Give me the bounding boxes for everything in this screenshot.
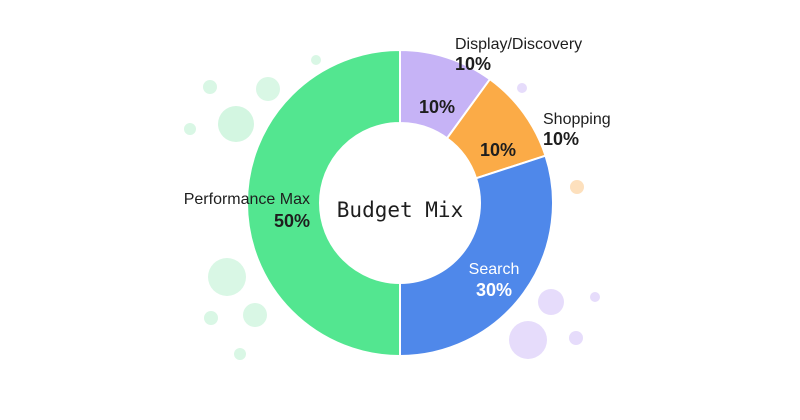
slice <box>399 154 554 358</box>
slice <box>246 48 401 358</box>
chart-title: Budget Mix <box>337 198 463 222</box>
slice-name-label: Search <box>469 261 520 278</box>
slice-value-label: 10% <box>543 129 579 149</box>
slice-name-label: Performance Max <box>184 191 310 208</box>
slice-value-label: 30% <box>476 280 512 300</box>
slice-value-label: 10% <box>480 140 516 160</box>
decor-bubbles <box>184 55 600 360</box>
slice-name-label: Shopping <box>543 111 611 128</box>
slice-name-label: Display/Discovery <box>455 36 582 53</box>
slice-value-label: 10% <box>455 54 491 74</box>
slice-value-label: 50% <box>274 211 310 231</box>
slices <box>246 48 554 358</box>
slice-value-label: 10% <box>419 97 455 117</box>
